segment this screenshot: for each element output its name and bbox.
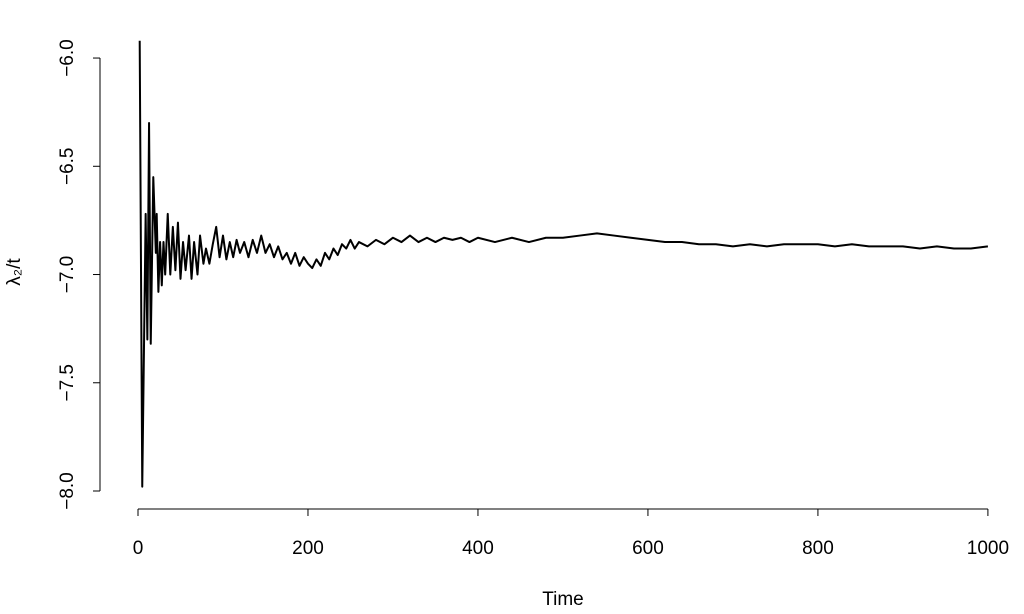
x-tick-label: 400 — [462, 538, 494, 559]
x-tick-label: 600 — [632, 538, 664, 559]
data-line — [138, 40, 989, 488]
y-axis-label: λ₂/t — [4, 258, 25, 286]
x-tick-label: 1000 — [967, 538, 1009, 559]
x-tick-label: 800 — [802, 538, 834, 559]
y-tick-label: −6.0 — [57, 39, 78, 77]
y-tick-label: −6.5 — [57, 148, 78, 186]
y-tick-label: −7.5 — [57, 364, 78, 402]
x-axis-label: Time — [542, 589, 584, 610]
x-tick-label: 0 — [133, 538, 144, 559]
y-tick-label: −8.0 — [57, 472, 78, 510]
x-tick-label: 200 — [292, 538, 324, 559]
y-tick-label: −7.0 — [57, 256, 78, 294]
